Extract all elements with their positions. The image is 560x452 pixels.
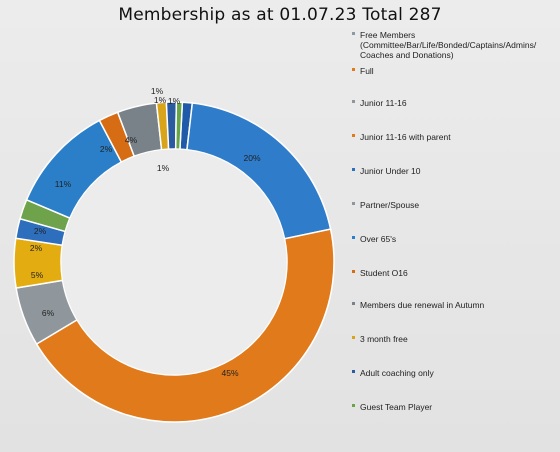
- legend-item: Free Members (Committee/Bar/Life/Bonded/…: [352, 30, 552, 60]
- legend-swatch: [352, 236, 355, 239]
- legend-swatch: [352, 134, 355, 137]
- data-label: 4%: [125, 135, 138, 145]
- legend-label: Junior Under 10: [360, 166, 421, 176]
- legend-swatch: [352, 336, 355, 339]
- data-label: 6%: [42, 308, 55, 318]
- donut-slice: [165, 101, 178, 150]
- legend-item: Junior Under 10: [352, 166, 552, 176]
- legend-swatch: [352, 100, 355, 103]
- data-label: 2%: [30, 243, 43, 253]
- legend-swatch: [352, 68, 355, 71]
- legend-swatch: [352, 370, 355, 373]
- legend-label: 3 month free: [360, 334, 408, 344]
- legend-swatch: [352, 202, 355, 205]
- donut-slice: [35, 228, 335, 423]
- donut-hole: [61, 149, 287, 375]
- legend-swatch: [352, 404, 355, 407]
- legend-label: Members due renewal in Autumn: [360, 300, 485, 310]
- data-label: 2%: [34, 226, 47, 236]
- data-label: 1%: [154, 95, 167, 105]
- data-label: 11%: [55, 179, 72, 189]
- data-label: 1%: [151, 86, 164, 96]
- data-label: 5%: [31, 270, 44, 280]
- data-label: 2%: [100, 144, 113, 154]
- data-label: 45%: [221, 368, 238, 378]
- legend-label: Junior 11-16 with parent: [360, 132, 451, 142]
- legend-label: Adult coaching only: [360, 368, 434, 378]
- legend-item: Guest Team Player: [352, 402, 552, 412]
- legend-label: Guest Team Player: [360, 402, 433, 412]
- legend-item: Adult coaching only: [352, 368, 552, 378]
- legend-label: Full: [360, 66, 374, 76]
- legend-item: 3 month free: [352, 334, 552, 344]
- legend-item: Members due renewal in Autumn: [352, 300, 552, 310]
- legend-item: Student O16: [352, 268, 552, 278]
- legend-item: Over 65's: [352, 234, 552, 244]
- legend-swatch: [352, 302, 355, 305]
- legend-label: Junior 11-16: [360, 98, 407, 108]
- legend-item: Full: [352, 66, 552, 76]
- legend-swatch: [352, 270, 355, 273]
- legend-item: Junior 11-16 with parent: [352, 132, 552, 142]
- legend-swatch: [352, 168, 355, 171]
- legend-label: Free Members (Committee/Bar/Life/Bonded/…: [360, 30, 537, 60]
- legend-item: Partner/Spouse: [352, 200, 552, 210]
- chart-title: Membership as at 01.07.23 Total 287: [118, 5, 442, 25]
- legend-label: Student O16: [360, 268, 408, 278]
- legend-item: Junior 11-16: [352, 98, 552, 108]
- data-label: 20%: [243, 153, 260, 163]
- legend-swatch: [352, 32, 355, 35]
- legend-label: Over 65's: [360, 234, 397, 244]
- donut-slice: [174, 101, 184, 150]
- data-label: 1%: [157, 163, 170, 173]
- legend-label: Partner/Spouse: [360, 200, 420, 210]
- data-label: 1%: [168, 96, 181, 106]
